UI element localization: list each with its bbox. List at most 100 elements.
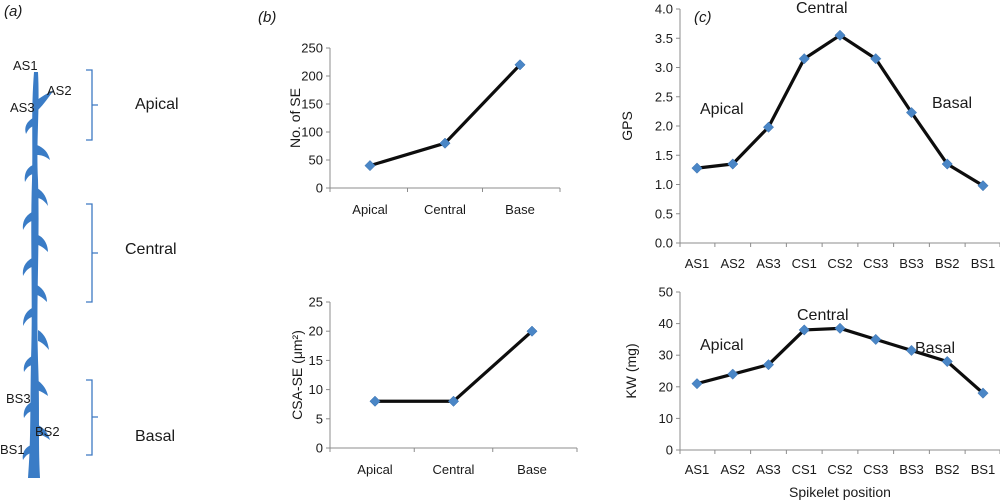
data-point: [941, 355, 953, 368]
spikelet-shape: [38, 235, 48, 252]
x-tick-label: Central: [424, 202, 466, 217]
data-point: [447, 395, 460, 407]
y-tick-label: 2.5: [655, 89, 673, 104]
data-point: [369, 395, 381, 407]
spikelet-shape: [37, 188, 48, 206]
y-tick-label: 4.0: [655, 2, 673, 17]
bracket-basal: [86, 379, 98, 456]
spikelet-label-bs1: BS1: [0, 442, 25, 457]
x-tick-label: BS3: [899, 256, 924, 271]
annotation-apical: Apical: [700, 101, 744, 118]
y-tick-label: 50: [659, 285, 673, 300]
y-axis-label: No. of SE: [287, 88, 303, 148]
x-tick-label: CS3: [863, 256, 888, 271]
y-axis-label: GPS: [619, 111, 635, 141]
y-tick-label: 0: [316, 181, 323, 196]
y-tick-label: 3.0: [655, 60, 673, 75]
spikelet-shape: [24, 165, 33, 182]
spikelet-as3-shape: [25, 118, 34, 134]
data-point: [439, 137, 451, 149]
data-point: [941, 158, 953, 170]
data-point: [870, 333, 882, 345]
spike-rachis: [28, 72, 40, 478]
data-point: [834, 322, 846, 334]
spikelet-shape: [22, 212, 32, 230]
y-tick-label: 1.0: [655, 177, 673, 192]
data-point: [905, 344, 918, 357]
spikelet-bs1-shape: [22, 445, 31, 460]
y-tick-label: 200: [301, 69, 323, 84]
annotation-central: Central: [796, 0, 848, 17]
spikelet-shape: [38, 330, 49, 350]
x-tick-label: AS3: [756, 256, 781, 271]
spike-illustration: [22, 72, 54, 478]
annotation-central: Central: [797, 307, 849, 324]
data-point: [870, 53, 882, 65]
data-point: [364, 160, 376, 172]
spikelet-as2-shape: [37, 90, 54, 110]
x-axis-label: Spikelet position: [789, 484, 891, 500]
y-tick-label: 0: [316, 441, 323, 456]
x-tick-label: Central: [433, 462, 475, 477]
spikelet-shape: [37, 285, 47, 302]
y-tick-label: 10: [659, 411, 673, 426]
section-label-central: Central: [125, 241, 177, 258]
data-point: [691, 162, 703, 174]
annotation-basal: Basal: [932, 95, 972, 112]
spikelet-label-bs3: BS3: [6, 391, 31, 406]
data-point: [762, 121, 775, 133]
annotation-apical: Apical: [700, 337, 744, 354]
x-tick-label: Base: [505, 202, 535, 217]
x-tick-label: Base: [517, 462, 547, 477]
x-tick-label: CS1: [792, 256, 817, 271]
y-axis-label: KW (mg): [623, 343, 639, 398]
x-tick-label: AS2: [720, 462, 745, 477]
x-tick-label: AS2: [720, 256, 745, 271]
chart-csa-se: 0 5 10 15 20 25 Apical Central Base CSA-SE (μm²): [289, 295, 578, 477]
data-point: [526, 325, 538, 337]
series-line: [369, 63, 522, 168]
x-tick-label: CS3: [863, 462, 888, 477]
y-tick-label: 1.5: [655, 148, 673, 163]
x-tick-label: BS1: [971, 462, 996, 477]
x-tick-label: Apical: [352, 202, 388, 217]
bracket-apical: [86, 69, 98, 141]
x-tick-label: BS2: [935, 256, 960, 271]
y-tick-label: 0.0: [655, 236, 673, 251]
y-axis-label: CSA-SE (μm²): [289, 330, 305, 420]
data-point: [977, 387, 989, 399]
data-point: [691, 378, 703, 390]
y-tick-label: 3.5: [655, 31, 673, 46]
data-point: [727, 368, 739, 380]
panel-label-a: (a): [4, 3, 22, 20]
x-tick-label: BS3: [899, 462, 924, 477]
data-point: [514, 59, 526, 71]
y-tick-label: 25: [309, 295, 323, 310]
data-point: [905, 106, 918, 119]
data-point: [727, 158, 739, 170]
spikelet-bs3-shape: [23, 402, 32, 418]
y-tick-label: 150: [301, 97, 323, 112]
series-line: [375, 330, 534, 403]
x-tick-label: CS2: [827, 256, 852, 271]
section-label-apical: Apical: [135, 96, 179, 113]
y-tick-label: 15: [309, 353, 323, 368]
y-tick-label: 40: [659, 316, 673, 331]
spikelet-shape: [37, 380, 48, 396]
x-tick-label: Apical: [357, 462, 393, 477]
annotation-basal: Basal: [915, 340, 955, 357]
spikelet-label-as3: AS3: [10, 100, 35, 115]
y-tick-label: 5: [316, 411, 323, 426]
y-tick-label: 50: [309, 153, 323, 168]
data-point: [762, 359, 775, 371]
y-tick-label: 100: [301, 125, 323, 140]
x-tick-label: AS1: [685, 256, 710, 271]
y-tick-label: 20: [659, 379, 673, 394]
y-tick-label: 2.0: [655, 119, 673, 134]
panel-label-c: (c): [694, 9, 712, 26]
spikelet-label-bs2: BS2: [35, 424, 60, 439]
chart-gps: 0.0 0.5 1.0 1.5 2.0 2.5 3.0 3.5 4.0 AS1 AS2 AS3 CS1 C…: [619, 0, 1000, 271]
y-tick-label: 20: [309, 324, 323, 339]
spikelet-label-as1: AS1: [13, 58, 38, 73]
